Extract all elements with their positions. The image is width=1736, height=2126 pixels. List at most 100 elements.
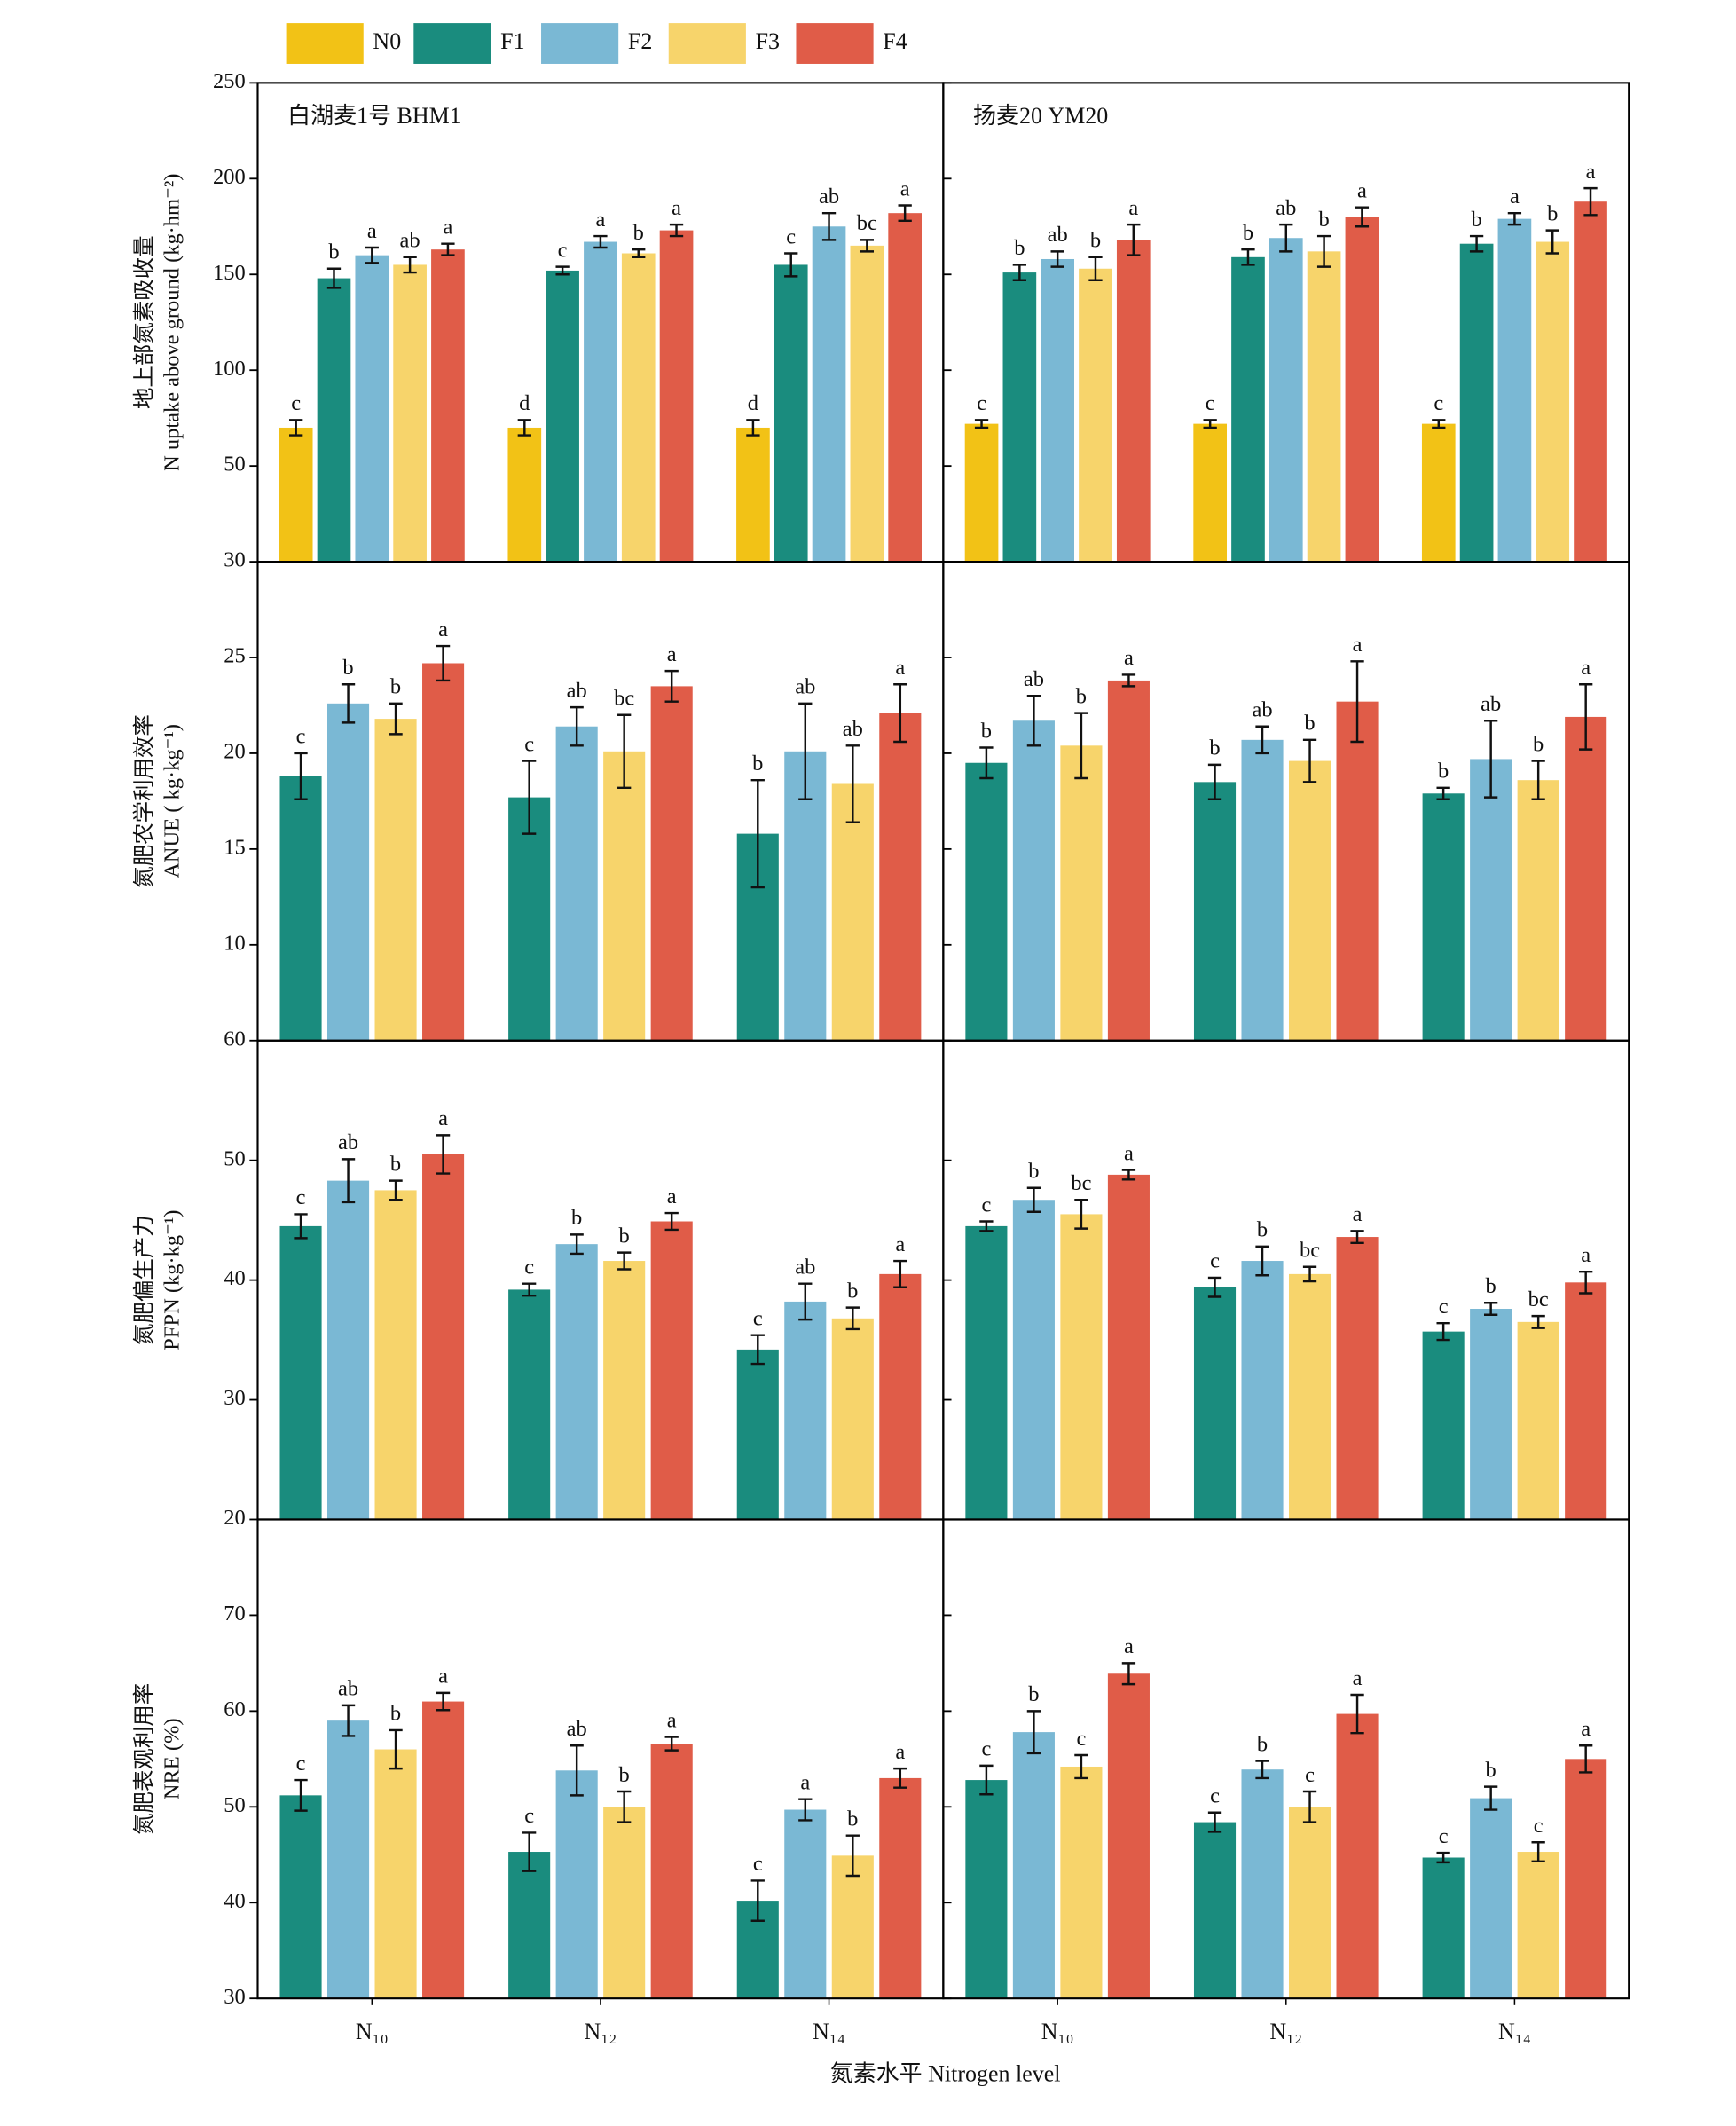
error-bar bbox=[898, 204, 912, 223]
y-tick-label: 50 bbox=[224, 453, 245, 476]
error-bar bbox=[617, 713, 632, 790]
bar bbox=[317, 278, 351, 563]
bar bbox=[831, 1855, 874, 1999]
y-tick-label: 30 bbox=[224, 1386, 245, 1410]
bar bbox=[812, 226, 846, 563]
error-bar bbox=[798, 1282, 813, 1321]
bar bbox=[374, 719, 417, 1041]
error-bar bbox=[1302, 1790, 1317, 1823]
error-bar bbox=[294, 1213, 308, 1240]
significance-letter: b bbox=[1209, 736, 1220, 760]
error-bar bbox=[1507, 211, 1522, 226]
y-axis-label: 氮肥表观利用率 bbox=[132, 1683, 157, 1835]
error-bar bbox=[664, 1211, 679, 1232]
significance-letter: a bbox=[1353, 633, 1363, 657]
significance-letter: ab bbox=[338, 1130, 358, 1154]
significance-letter: b bbox=[633, 221, 644, 245]
bar bbox=[736, 427, 770, 563]
error-bar bbox=[1207, 763, 1222, 800]
error-bar bbox=[294, 752, 308, 800]
error-bar bbox=[1531, 1841, 1545, 1863]
error-bar bbox=[1074, 1753, 1088, 1780]
bar bbox=[1517, 1321, 1559, 1520]
bar bbox=[279, 1225, 322, 1520]
significance-letter: d bbox=[748, 391, 758, 415]
significance-letter: a bbox=[1586, 160, 1596, 184]
significance-letter: b bbox=[328, 240, 339, 264]
significance-letter: a bbox=[667, 1708, 677, 1732]
error-bar bbox=[1436, 786, 1450, 800]
significance-letter: c bbox=[291, 391, 301, 415]
error-bar bbox=[1207, 1276, 1222, 1298]
significance-letter: ab bbox=[400, 229, 420, 253]
error-bar bbox=[1026, 1710, 1041, 1755]
significance-letter: ab bbox=[1252, 698, 1272, 722]
significance-letter: b bbox=[390, 675, 401, 699]
error-bar bbox=[893, 1767, 907, 1789]
bar bbox=[508, 797, 551, 1041]
bar bbox=[1107, 680, 1150, 1041]
bar bbox=[555, 1244, 598, 1520]
significance-letter: a bbox=[1581, 1717, 1591, 1741]
error-bar bbox=[1579, 1744, 1593, 1774]
bar bbox=[1193, 423, 1228, 563]
error-bar bbox=[1350, 1230, 1364, 1245]
bar bbox=[1565, 1282, 1607, 1520]
error-bar bbox=[389, 1179, 403, 1201]
error-bar bbox=[1350, 1693, 1364, 1735]
significance-letter: b bbox=[1304, 712, 1315, 736]
significance-letter: a bbox=[1510, 185, 1520, 209]
significance-letter: a bbox=[667, 642, 677, 666]
bar bbox=[603, 1807, 646, 1999]
y-axis-label: 氮肥偏生产力 bbox=[132, 1215, 157, 1345]
y-tick-label: 50 bbox=[224, 1793, 245, 1817]
significance-letter: ab bbox=[567, 679, 587, 703]
significance-letter: bc bbox=[857, 211, 877, 235]
error-bar bbox=[389, 1728, 403, 1770]
bar bbox=[1517, 1852, 1559, 1999]
error-bar bbox=[593, 234, 608, 249]
bar bbox=[1241, 1769, 1284, 1999]
bar bbox=[1012, 720, 1055, 1041]
error-bar bbox=[436, 1134, 451, 1175]
bar bbox=[784, 1301, 827, 1520]
error-bar bbox=[522, 1831, 537, 1872]
significance-letter: b bbox=[619, 1224, 630, 1248]
bar bbox=[1288, 760, 1331, 1041]
bar bbox=[1288, 1273, 1331, 1520]
error-bar bbox=[1207, 1811, 1222, 1833]
error-bar bbox=[1121, 673, 1136, 688]
bar bbox=[879, 1777, 922, 1999]
significance-letter: c bbox=[1076, 1727, 1086, 1751]
bar bbox=[650, 1221, 693, 1520]
bar bbox=[1470, 759, 1512, 1041]
error-bar bbox=[570, 705, 584, 747]
error-bar bbox=[1316, 234, 1331, 268]
error-bar bbox=[403, 256, 417, 274]
significance-letter: a bbox=[895, 1740, 905, 1764]
significance-letter: a bbox=[438, 1106, 448, 1130]
bar bbox=[1459, 243, 1494, 563]
x-tick-label: N₁₀ bbox=[1041, 2019, 1074, 2044]
significance-letter: a bbox=[900, 177, 910, 201]
error-bar bbox=[1350, 660, 1364, 744]
error-bar bbox=[441, 242, 455, 256]
error-bar bbox=[845, 1834, 860, 1878]
bar bbox=[1565, 716, 1607, 1041]
bar bbox=[584, 241, 617, 563]
x-axis-label: 氮素水平 Nitrogen level bbox=[830, 2060, 1061, 2086]
bar bbox=[879, 1273, 922, 1520]
significance-letter: a bbox=[1124, 1634, 1134, 1658]
error-bar bbox=[1026, 694, 1041, 747]
bar bbox=[1565, 1759, 1607, 1999]
significance-letter: bc bbox=[1300, 1239, 1320, 1263]
bar bbox=[650, 1744, 693, 1999]
significance-letter: ab bbox=[1481, 692, 1501, 716]
significance-letter: b bbox=[1243, 221, 1253, 245]
x-tick-label: N₁₂ bbox=[584, 2019, 617, 2044]
bar bbox=[603, 751, 646, 1041]
y-axis-label: PFPN (kg·kg⁻¹) bbox=[160, 1210, 184, 1350]
y-tick-label: 100 bbox=[213, 357, 246, 381]
bar bbox=[1012, 1200, 1055, 1520]
significance-letter: b bbox=[847, 1807, 858, 1831]
